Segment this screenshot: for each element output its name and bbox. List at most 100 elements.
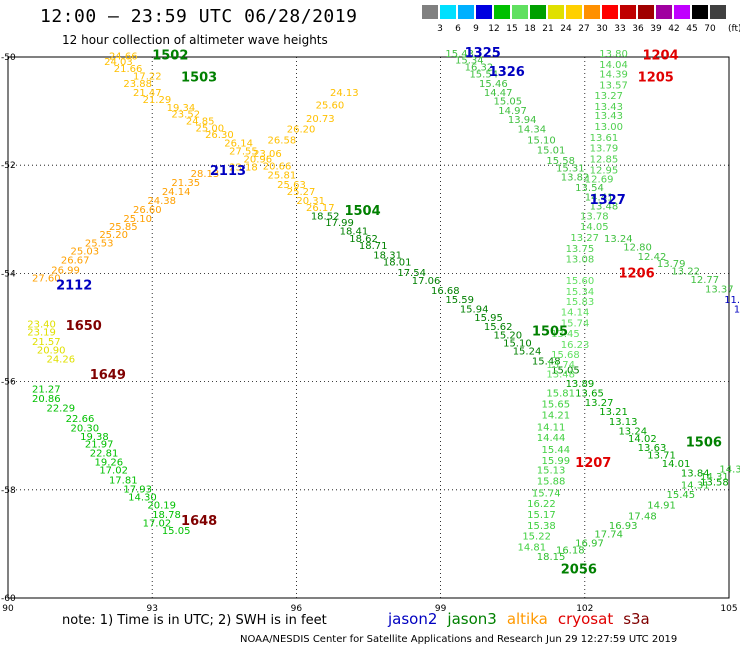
wave-height-label: 18.01 xyxy=(383,257,412,268)
wave-height-label: 14.31 xyxy=(700,472,729,483)
wave-height-label: 15.74 xyxy=(532,488,561,499)
data-labels: 24.6624.0321.6617.2223.8821.4721.2919.34… xyxy=(27,49,740,563)
wave-height-label: 18.52 xyxy=(311,211,340,222)
scale-label: 12 xyxy=(488,24,500,34)
scale-swatch xyxy=(530,5,546,19)
legend-s3a: s3a xyxy=(623,610,650,628)
wave-height-label: 17.74 xyxy=(594,529,623,540)
track-labels: 1502 1503 1325 1326 1204 1205 2113 1504 1327 1206… xyxy=(56,46,722,578)
wave-height-label: 20.31 xyxy=(296,196,325,207)
scale-swatch xyxy=(674,5,690,19)
wave-height-label: 24.85 xyxy=(186,117,215,128)
wave-height-label: 14.41 xyxy=(585,192,614,203)
scale-label: 9 xyxy=(473,24,479,34)
wave-height-label: 15.17 xyxy=(527,510,556,521)
wave-height-label: 21.35 xyxy=(171,178,200,189)
wave-height-label: 28.13 xyxy=(191,169,220,180)
wave-height-label: 12.85 xyxy=(590,154,619,165)
wave-height-label: 17.81 xyxy=(109,475,138,486)
wave-height-label: 15.95 xyxy=(474,313,503,324)
wave-height-label: 15.81 xyxy=(546,389,575,400)
wave-height-label: 24.26 xyxy=(46,355,75,366)
wave-height-label: 14.30 xyxy=(128,493,157,504)
wave-height-label: 15.13 xyxy=(537,466,566,477)
wave-height-label: 11.91 xyxy=(724,295,740,306)
wave-height-label: 20.66 xyxy=(263,162,292,173)
track-id-label: 1207 xyxy=(575,456,611,471)
wave-height-label: 15.88 xyxy=(537,476,566,487)
scale-swatch xyxy=(602,5,618,19)
scale-swatch xyxy=(458,5,474,19)
scale-swatch xyxy=(692,5,708,19)
wave-height-label: 15.44 xyxy=(542,445,571,456)
wave-height-label: 13.65 xyxy=(575,389,604,400)
plot-frame xyxy=(7,56,730,599)
wave-height-label: 26.30 xyxy=(205,130,234,141)
wave-height-label: 21.97 xyxy=(85,440,114,451)
scale-label: 42 xyxy=(668,24,680,34)
wave-height-label: 14.14 xyxy=(561,308,590,319)
track-id-label: 1650 xyxy=(66,319,102,334)
wave-height-label: 18.62 xyxy=(349,234,378,245)
track-id-label: 1204 xyxy=(642,49,678,64)
wave-height-label: 14.21 xyxy=(542,410,571,421)
wave-height-label: 14.04 xyxy=(599,60,628,71)
wave-height-label: 23.19 xyxy=(27,328,56,339)
scale-swatch xyxy=(440,5,456,19)
wave-height-label: 17.02 xyxy=(143,519,172,530)
scale-label: 33 xyxy=(614,24,626,34)
wave-height-label: 14.11 xyxy=(537,422,566,433)
wave-height-label: 14.33 xyxy=(719,464,740,475)
wave-height-label: 13.22 xyxy=(671,266,700,277)
axis-ticks: 90 93 96 99 102 105 -50 -52 -54 -56 -58 -60 xyxy=(1,53,738,614)
page-title: 12:00 — 23:59 UTC 06/28/2019 xyxy=(40,6,358,27)
wave-height-label: 21.29 xyxy=(143,95,172,106)
wave-height-label: 13.80 xyxy=(599,49,628,60)
wave-height-label: 23.06 xyxy=(253,149,282,160)
scale-swatch xyxy=(620,5,636,19)
wave-height-label: 14.47 xyxy=(484,88,513,99)
wave-height-label: 27.60 xyxy=(32,274,61,285)
track-id-label: 1649 xyxy=(90,368,126,383)
track-id-label: 1504 xyxy=(344,204,380,219)
wave-height-label: 18.31 xyxy=(373,250,402,261)
wave-height-label: 15.24 xyxy=(513,347,542,358)
wave-height-label: 12.42 xyxy=(638,252,667,263)
wave-height-label: 13.78 xyxy=(580,211,609,222)
wave-height-label: 15.10 xyxy=(503,338,532,349)
scale-swatch xyxy=(656,5,672,19)
scale-swatch xyxy=(476,5,492,19)
scale-unit: (ft) xyxy=(728,24,740,34)
wave-height-label: 14.44 xyxy=(537,433,566,444)
wave-height-label: 19.34 xyxy=(167,103,196,114)
wave-height-label: 25.00 xyxy=(195,124,224,135)
wave-height-label: 15.05 xyxy=(493,97,522,108)
wave-height-label: 16.18 xyxy=(556,546,585,557)
track-id-label: 1326 xyxy=(489,65,525,80)
wave-height-label: 17.93 xyxy=(123,485,152,496)
wave-height-label: 26.99 xyxy=(51,265,80,276)
wave-height-label: 23.40 xyxy=(27,320,56,331)
wave-height-label: 21.66 xyxy=(114,64,143,75)
wave-height-label: 15.46 xyxy=(479,79,508,90)
wave-height-label: 25.81 xyxy=(268,171,297,182)
wave-height-label: 11.56 xyxy=(734,304,740,315)
wave-height-label: 17.22 xyxy=(133,72,162,83)
x-tick-label: 96 xyxy=(291,604,303,614)
wave-height-label: 13.75 xyxy=(566,244,595,255)
wave-height-label: 14.34 xyxy=(518,125,547,136)
wave-height-label: 26.67 xyxy=(61,256,90,267)
wave-height-label: 23.52 xyxy=(171,110,200,121)
wave-height-label: 16.93 xyxy=(609,521,638,532)
wave-height-label: 15.05 xyxy=(162,526,191,537)
track-id-label: 1503 xyxy=(181,70,217,85)
wave-height-label: 15.34 xyxy=(455,55,484,66)
wave-height-label: 23.18 xyxy=(229,163,258,174)
wave-height-label: 15.20 xyxy=(493,330,522,341)
wave-height-label: 18.15 xyxy=(537,552,566,563)
wave-height-label: 18.78 xyxy=(152,510,181,521)
wave-height-label: 26.14 xyxy=(224,138,253,149)
wave-height-label: 20.90 xyxy=(37,345,66,356)
wave-height-label: 15.58 xyxy=(546,156,575,167)
